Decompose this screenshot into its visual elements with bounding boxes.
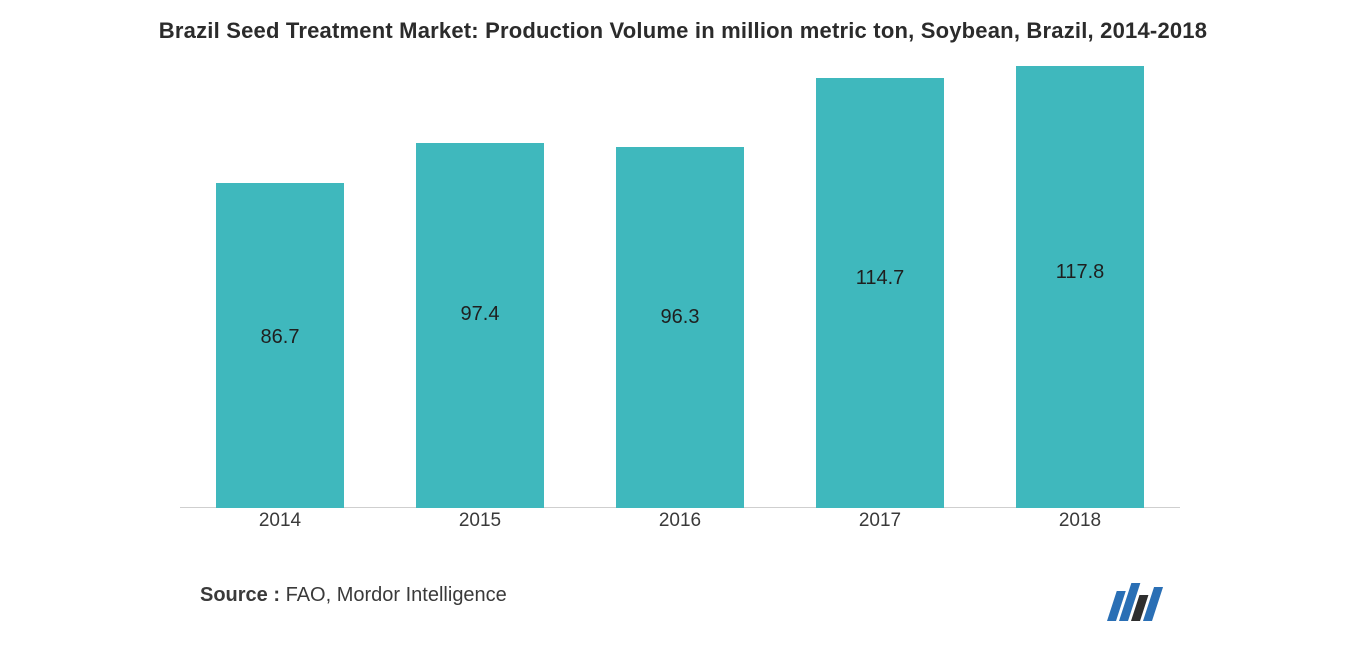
source-label: Source :: [200, 584, 280, 606]
x-axis-label: 2018: [1016, 510, 1144, 532]
x-axis-label: 2017: [816, 510, 944, 532]
bar-slot: 117.8: [1016, 66, 1144, 508]
bar-slot: 97.4: [416, 143, 544, 508]
bar: 117.8: [1016, 66, 1144, 508]
chart-source: Source : FAO, Mordor Intelligence: [200, 584, 507, 607]
bar-value-label: 114.7: [816, 267, 944, 290]
chart-plot-area: 86.7 97.4 96.3 114.7 117.8: [180, 58, 1180, 508]
bar-value-label: 97.4: [416, 303, 544, 326]
bar: 114.7: [816, 78, 944, 508]
x-axis-label: 2014: [216, 510, 344, 532]
bar-slot: 96.3: [616, 147, 744, 508]
bar: 86.7: [216, 183, 344, 508]
bar-value-label: 86.7: [216, 326, 344, 349]
chart-bars-container: 86.7 97.4 96.3 114.7 117.8: [180, 58, 1180, 508]
chart-title: Brazil Seed Treatment Market: Production…: [0, 18, 1366, 44]
x-axis-label: 2015: [416, 510, 544, 532]
x-axis-label: 2016: [616, 510, 744, 532]
bar-value-label: 117.8: [1016, 261, 1144, 284]
bar: 97.4: [416, 143, 544, 508]
chart-x-axis-labels: 2014 2015 2016 2017 2018: [180, 510, 1180, 532]
mordor-intelligence-logo-icon: [1102, 581, 1166, 621]
bar-value-label: 96.3: [616, 306, 744, 329]
bar-slot: 86.7: [216, 183, 344, 508]
bar-slot: 114.7: [816, 78, 944, 508]
source-text: FAO, Mordor Intelligence: [286, 584, 507, 606]
bar: 96.3: [616, 147, 744, 508]
